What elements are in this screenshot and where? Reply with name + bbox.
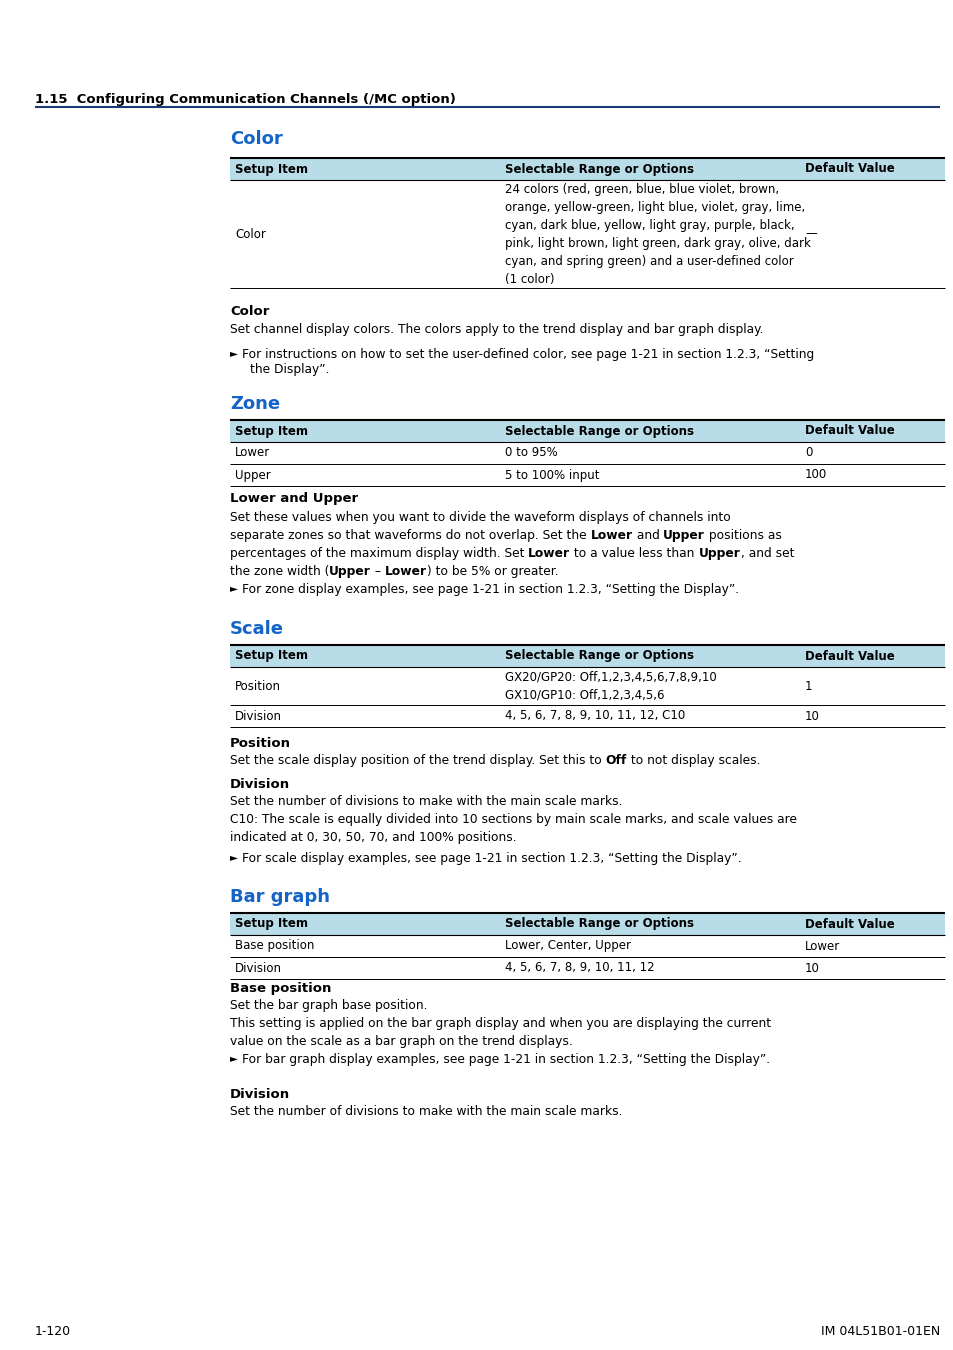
Text: (1 color): (1 color) xyxy=(504,273,554,285)
Text: ►: ► xyxy=(230,348,237,358)
Text: Default Value: Default Value xyxy=(804,649,894,663)
Text: Selectable Range or Options: Selectable Range or Options xyxy=(504,424,693,437)
Text: Division: Division xyxy=(234,710,282,722)
Text: Off: Off xyxy=(605,755,626,767)
Text: Lower: Lower xyxy=(590,529,632,541)
Text: Set the bar graph base position.: Set the bar graph base position. xyxy=(230,999,427,1012)
Text: Default Value: Default Value xyxy=(804,918,894,930)
Text: 1: 1 xyxy=(804,679,812,693)
Text: For scale display examples, see page 1-21 in section 1.2.3, “Setting the Display: For scale display examples, see page 1-2… xyxy=(242,852,740,865)
Text: Color: Color xyxy=(234,228,266,240)
Text: Color: Color xyxy=(230,130,282,148)
Text: Base position: Base position xyxy=(230,981,331,995)
Text: ►: ► xyxy=(230,583,237,593)
Text: indicated at 0, 30, 50, 70, and 100% positions.: indicated at 0, 30, 50, 70, and 100% pos… xyxy=(230,832,517,844)
Text: Division: Division xyxy=(234,961,282,975)
Text: orange, yellow-green, light blue, violet, gray, lime,: orange, yellow-green, light blue, violet… xyxy=(504,201,804,213)
Text: value on the scale as a bar graph on the trend displays.: value on the scale as a bar graph on the… xyxy=(230,1035,572,1048)
Text: Setup Item: Setup Item xyxy=(234,918,308,930)
Text: Set the number of divisions to make with the main scale marks.: Set the number of divisions to make with… xyxy=(230,1106,622,1118)
Text: to not display scales.: to not display scales. xyxy=(626,755,760,767)
Text: For bar graph display examples, see page 1-21 in section 1.2.3, “Setting the Dis: For bar graph display examples, see page… xyxy=(242,1053,769,1066)
Text: GX20/GP20: Off,1,2,3,4,5,6,7,8,9,10: GX20/GP20: Off,1,2,3,4,5,6,7,8,9,10 xyxy=(504,671,716,683)
Text: 10: 10 xyxy=(804,710,819,722)
Text: For zone display examples, see page 1-21 in section 1.2.3, “Setting the Display”: For zone display examples, see page 1-21… xyxy=(242,583,739,595)
Text: For instructions on how to set the user-defined color, see page 1-21 in section : For instructions on how to set the user-… xyxy=(242,348,814,360)
Text: Lower: Lower xyxy=(385,566,427,578)
Text: Division: Division xyxy=(230,1088,290,1102)
Bar xyxy=(230,913,944,936)
Text: Position: Position xyxy=(230,737,291,751)
Text: Base position: Base position xyxy=(234,940,314,953)
Text: Default Value: Default Value xyxy=(804,424,894,437)
Text: the zone width (: the zone width ( xyxy=(230,566,329,578)
Text: Upper: Upper xyxy=(329,566,371,578)
Text: Upper: Upper xyxy=(698,547,740,560)
Text: ►: ► xyxy=(230,852,237,863)
Text: Lower: Lower xyxy=(804,940,840,953)
Text: , and set: , and set xyxy=(740,547,793,560)
Text: Lower: Lower xyxy=(234,447,270,459)
Text: and: and xyxy=(632,529,662,541)
Text: Selectable Range or Options: Selectable Range or Options xyxy=(504,162,693,176)
Text: IM 04L51B01-01EN: IM 04L51B01-01EN xyxy=(820,1324,939,1338)
Text: Zone: Zone xyxy=(230,396,280,413)
Text: 0: 0 xyxy=(804,447,812,459)
Text: cyan, dark blue, yellow, light gray, purple, black,: cyan, dark blue, yellow, light gray, pur… xyxy=(504,219,794,231)
Text: ►: ► xyxy=(230,1053,237,1062)
Text: Upper: Upper xyxy=(234,468,271,482)
Text: cyan, and spring green) and a user-defined color: cyan, and spring green) and a user-defin… xyxy=(504,255,793,267)
Text: ) to be 5% or greater.: ) to be 5% or greater. xyxy=(427,566,558,578)
Text: percentages of the maximum display width. Set: percentages of the maximum display width… xyxy=(230,547,528,560)
Text: positions as: positions as xyxy=(704,529,781,541)
Text: Division: Division xyxy=(230,778,290,791)
Text: This setting is applied on the bar graph display and when you are displaying the: This setting is applied on the bar graph… xyxy=(230,1017,770,1030)
Text: Lower: Lower xyxy=(528,547,570,560)
Text: 1-120: 1-120 xyxy=(35,1324,71,1338)
Text: pink, light brown, light green, dark gray, olive, dark: pink, light brown, light green, dark gra… xyxy=(504,236,810,250)
Text: 10: 10 xyxy=(804,961,819,975)
Text: Set channel display colors. The colors apply to the trend display and bar graph : Set channel display colors. The colors a… xyxy=(230,323,762,336)
Text: Lower and Upper: Lower and Upper xyxy=(230,491,357,505)
Text: Selectable Range or Options: Selectable Range or Options xyxy=(504,649,693,663)
Text: Lower, Center, Upper: Lower, Center, Upper xyxy=(504,940,630,953)
Text: C10: The scale is equally divided into 10 sections by main scale marks, and scal: C10: The scale is equally divided into 1… xyxy=(230,813,796,826)
Text: 0 to 95%: 0 to 95% xyxy=(504,447,558,459)
Text: Selectable Range or Options: Selectable Range or Options xyxy=(504,918,693,930)
Text: Color: Color xyxy=(230,305,269,319)
Bar xyxy=(230,645,944,667)
Text: —: — xyxy=(804,228,816,240)
Text: the Display”.: the Display”. xyxy=(250,363,329,377)
Text: 100: 100 xyxy=(804,468,826,482)
Text: Setup Item: Setup Item xyxy=(234,424,308,437)
Text: 4, 5, 6, 7, 8, 9, 10, 11, 12, C10: 4, 5, 6, 7, 8, 9, 10, 11, 12, C10 xyxy=(504,710,684,722)
Text: Setup Item: Setup Item xyxy=(234,649,308,663)
Text: Set these values when you want to divide the waveform displays of channels into: Set these values when you want to divide… xyxy=(230,512,730,524)
Text: separate zones so that waveforms do not overlap. Set the: separate zones so that waveforms do not … xyxy=(230,529,590,541)
Text: Upper: Upper xyxy=(662,529,704,541)
Bar xyxy=(230,158,944,180)
Text: Default Value: Default Value xyxy=(804,162,894,176)
Text: Set the number of divisions to make with the main scale marks.: Set the number of divisions to make with… xyxy=(230,795,622,809)
Text: 1.15  Configuring Communication Channels (/MC option): 1.15 Configuring Communication Channels … xyxy=(35,93,456,107)
Text: GX10/GP10: Off,1,2,3,4,5,6: GX10/GP10: Off,1,2,3,4,5,6 xyxy=(504,688,664,701)
Text: Bar graph: Bar graph xyxy=(230,888,330,906)
Text: 24 colors (red, green, blue, blue violet, brown,: 24 colors (red, green, blue, blue violet… xyxy=(504,182,779,196)
Text: to a value less than: to a value less than xyxy=(570,547,698,560)
Text: 5 to 100% input: 5 to 100% input xyxy=(504,468,598,482)
Text: –: – xyxy=(371,566,385,578)
Bar xyxy=(230,420,944,441)
Text: Setup Item: Setup Item xyxy=(234,162,308,176)
Text: Scale: Scale xyxy=(230,620,284,639)
Text: Position: Position xyxy=(234,679,281,693)
Text: Set the scale display position of the trend display. Set this to: Set the scale display position of the tr… xyxy=(230,755,605,767)
Text: 4, 5, 6, 7, 8, 9, 10, 11, 12: 4, 5, 6, 7, 8, 9, 10, 11, 12 xyxy=(504,961,654,975)
